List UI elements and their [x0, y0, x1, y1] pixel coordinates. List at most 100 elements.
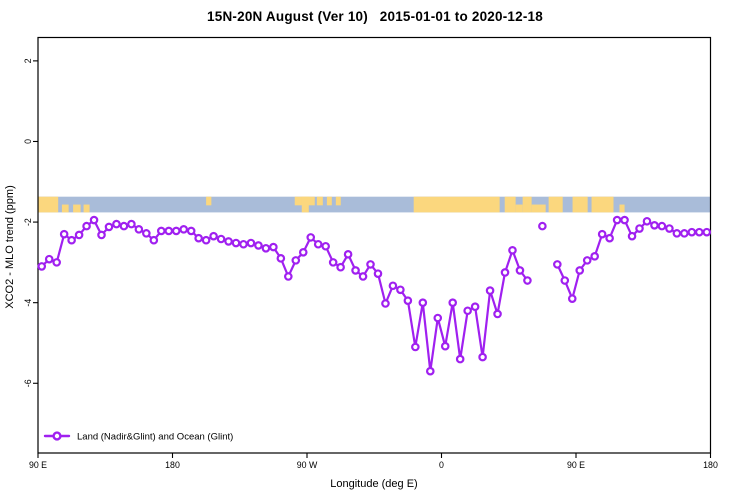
data-point-marker	[276, 254, 286, 263]
chart-generated-content: 90 E 180 90 W 0 90 E 180 2 0 -2 -4 -6	[23, 36, 718, 470]
data-point-marker	[597, 229, 607, 239]
data-point-marker	[680, 229, 689, 238]
land-patch	[335, 196, 341, 206]
data-point-marker	[119, 221, 129, 231]
data-point-marker	[306, 233, 316, 242]
data-point-marker	[672, 229, 682, 238]
land-patch	[572, 196, 588, 213]
land-patch	[531, 204, 546, 213]
land-patch	[83, 204, 90, 213]
data-point-marker	[82, 221, 91, 231]
land-patch	[413, 196, 500, 213]
data-point-marker	[186, 226, 196, 236]
series-line	[40, 219, 529, 373]
x-tick-label: 90 E	[29, 460, 47, 470]
data-point-marker	[418, 298, 428, 307]
data-point-marker	[657, 221, 667, 231]
data-point-marker	[687, 227, 697, 237]
data-point-marker	[702, 227, 712, 237]
y-tick-label: 2	[23, 58, 33, 63]
y-tick-label: -6	[23, 379, 33, 387]
data-point-marker	[575, 266, 585, 275]
data-point-marker	[194, 233, 203, 243]
data-point-marker	[635, 224, 644, 233]
data-point-marker	[269, 242, 278, 252]
y-tick-label: 0	[23, 139, 33, 144]
data-point-marker	[590, 252, 599, 261]
data-point-marker	[112, 219, 121, 229]
data-point-marker	[567, 294, 577, 303]
data-point-marker	[149, 235, 159, 245]
data-point-marker	[627, 231, 637, 241]
land-patch	[522, 196, 532, 213]
data-point-marker	[328, 258, 338, 267]
data-point-marker	[291, 256, 301, 265]
data-point-marker	[52, 258, 61, 267]
x-tick-label: 180	[165, 460, 180, 470]
data-point-marker	[485, 286, 495, 295]
data-point-marker	[508, 245, 517, 255]
data-point-marker	[343, 250, 353, 259]
data-point-marker	[358, 272, 368, 281]
data-point-marker	[321, 241, 330, 251]
legend-marker-sample	[52, 431, 62, 441]
data-point-marker	[164, 226, 174, 236]
data-point-marker	[620, 215, 629, 225]
data-point-marker	[336, 262, 345, 272]
land-patch	[73, 204, 81, 213]
data-point-marker	[74, 230, 84, 240]
y-tick-label: -2	[23, 218, 33, 226]
data-point-marker	[254, 241, 263, 250]
data-point-marker	[298, 248, 308, 257]
x-tick-label: 90 E	[567, 460, 585, 470]
data-point-marker	[560, 276, 570, 285]
data-point-marker	[134, 225, 144, 234]
data-point-marker	[37, 262, 47, 271]
land-patch	[316, 196, 323, 206]
data-point-marker	[493, 309, 502, 319]
data-point-marker	[470, 302, 480, 312]
data-point-marker	[411, 342, 420, 352]
data-point-marker	[351, 266, 360, 275]
data-point-marker	[582, 256, 592, 265]
data-point-marker	[104, 222, 114, 232]
land-patch	[548, 196, 563, 213]
land-patch	[38, 196, 59, 213]
data-point-marker	[231, 238, 241, 248]
data-point-marker	[605, 233, 614, 243]
data-point-marker	[694, 227, 704, 237]
data-point-marker	[97, 230, 106, 240]
land-patch	[591, 196, 614, 213]
y-axis-label: XCO2 - MLO trend (ppm)	[4, 185, 16, 308]
data-point-marker	[239, 239, 248, 249]
x-tick-label: 90 W	[297, 460, 318, 470]
data-point-marker	[665, 224, 674, 233]
data-point-marker	[440, 341, 450, 351]
data-point-marker	[67, 235, 76, 245]
data-point-marker	[642, 216, 652, 226]
legend-label: Land (Nadir&Glint) and Ocean (Glint)	[77, 432, 233, 443]
data-point-marker	[478, 352, 487, 362]
data-point-marker	[142, 229, 151, 238]
x-tick-label: 0	[439, 460, 444, 470]
x-tick-label: 180	[703, 460, 718, 470]
land-patch	[61, 204, 69, 213]
data-point-marker	[366, 260, 375, 269]
land-patch	[515, 204, 523, 213]
data-point-marker	[381, 299, 390, 308]
data-point-marker	[455, 354, 465, 364]
data-point-marker	[313, 239, 323, 249]
data-point-marker	[523, 276, 532, 285]
data-point-marker	[127, 219, 136, 229]
data-point-marker	[388, 281, 398, 291]
data-point-marker	[246, 238, 256, 248]
data-point-marker	[538, 221, 547, 231]
data-point-marker	[433, 313, 443, 323]
data-point-marker	[171, 226, 181, 236]
plot-border	[37, 36, 712, 454]
data-point-marker	[515, 266, 525, 275]
data-point-marker	[463, 306, 472, 316]
data-point-marker	[201, 235, 211, 245]
data-point-marker	[216, 234, 226, 244]
